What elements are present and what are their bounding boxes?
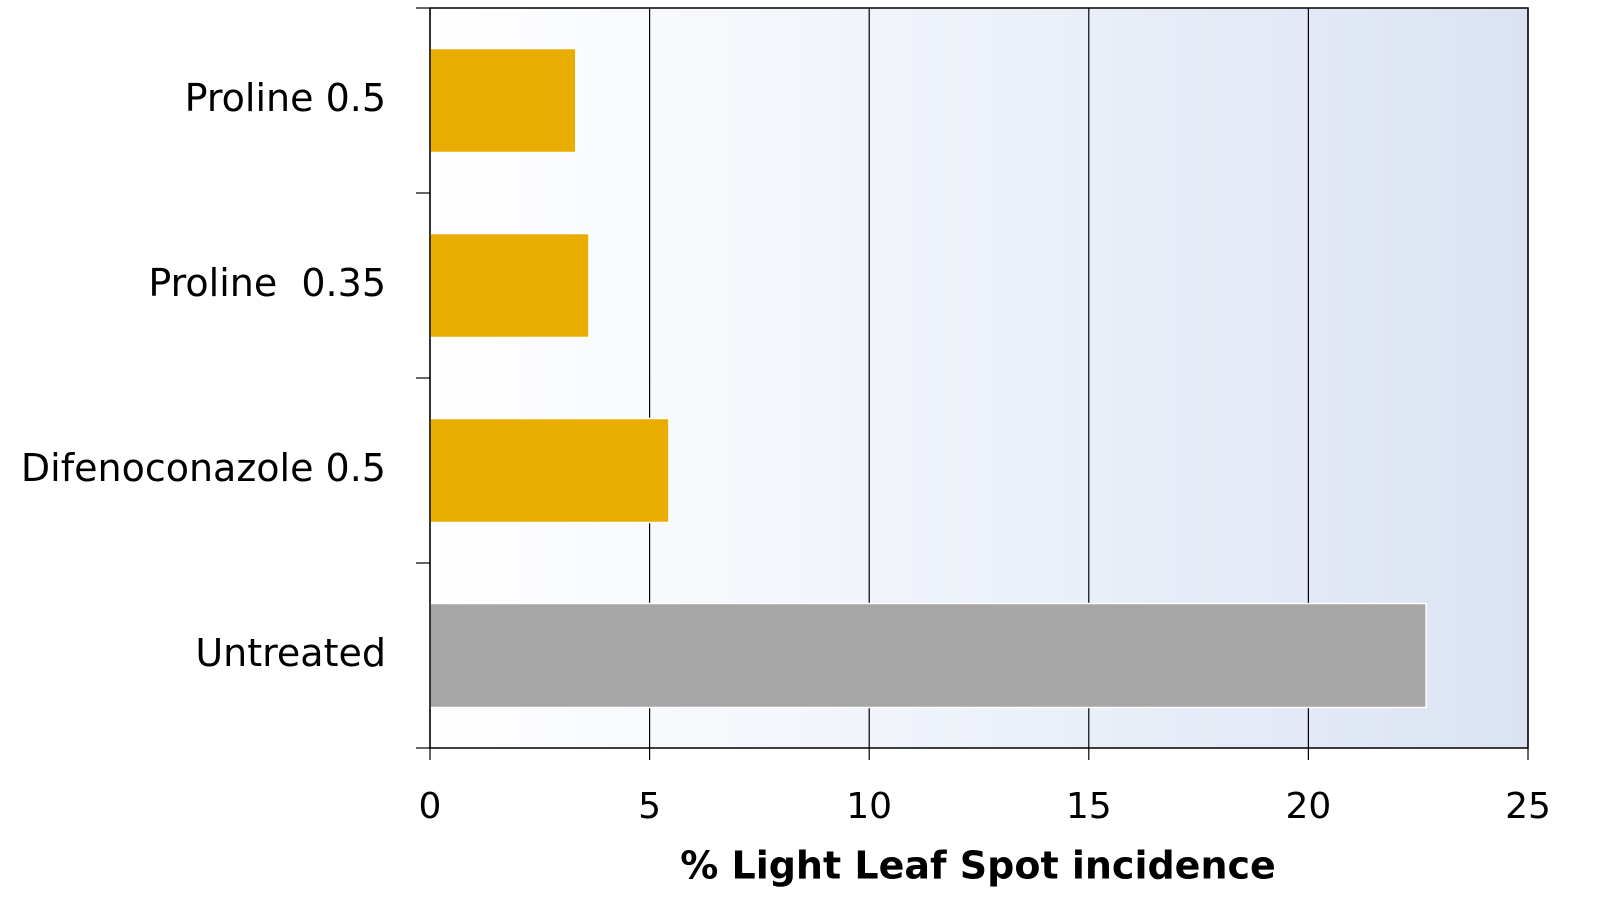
y-tick-label: Proline 0.5 bbox=[185, 76, 386, 120]
bar bbox=[429, 602, 1427, 709]
plot-frame bbox=[429, 7, 1529, 749]
x-tick-label: 20 bbox=[1285, 786, 1331, 827]
bar bbox=[429, 232, 590, 339]
x-tick-label: 0 bbox=[419, 786, 442, 827]
y-tick-label: Difenoconazole 0.5 bbox=[21, 446, 386, 490]
x-tick-label: 25 bbox=[1505, 786, 1551, 827]
x-tick-label: 15 bbox=[1066, 786, 1112, 827]
x-tick-label: 10 bbox=[846, 786, 892, 827]
x-axis-title: % Light Leaf Spot incidence bbox=[680, 844, 1276, 888]
bar bbox=[429, 47, 577, 154]
bar bbox=[429, 417, 670, 524]
y-tick-label: Proline 0.35 bbox=[148, 261, 386, 305]
y-tick-label: Untreated bbox=[195, 631, 386, 675]
x-tick-label: 5 bbox=[638, 786, 661, 827]
